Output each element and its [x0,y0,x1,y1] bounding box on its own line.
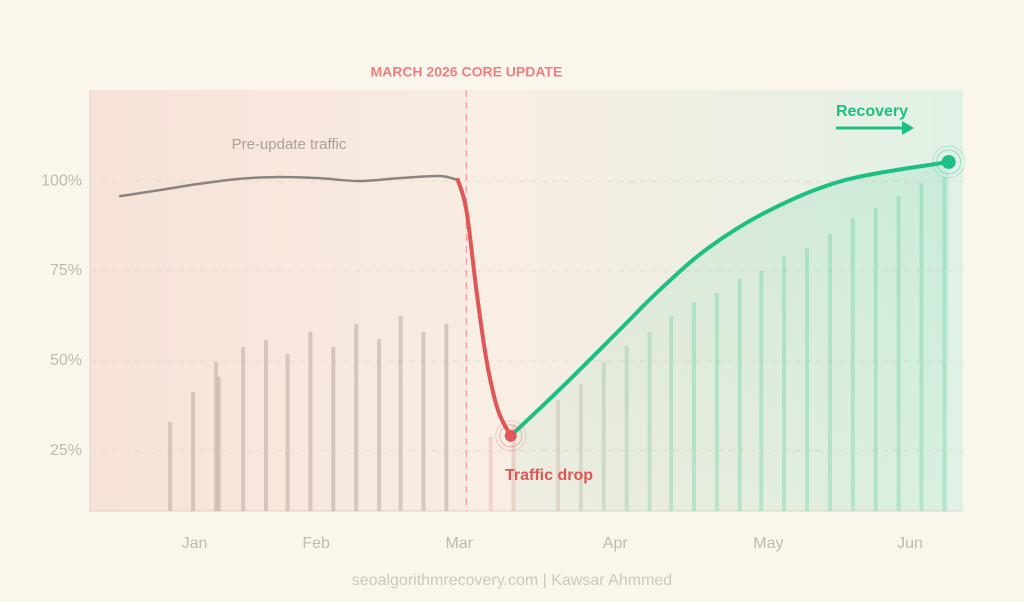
bar [354,323,359,511]
bar [398,315,403,511]
x-tick-label: Mar [445,535,473,552]
bar [421,331,426,511]
bar [331,346,336,511]
pre-zone [90,90,467,511]
point [941,154,956,169]
bar [213,362,218,511]
event-label: MARCH 2026 CORE UPDATE [370,64,562,80]
ring [936,149,962,175]
series-label: Traffic drop [505,467,593,484]
bar [191,391,196,511]
arrow-head [902,121,914,135]
x-tick-label: Feb [302,535,330,552]
x-tick-label: Jun [897,535,923,552]
x-tick-label: May [753,535,783,552]
line [118,174,460,198]
x-tick-label: Apr [603,535,629,552]
bar [168,422,173,511]
bar [264,340,269,511]
y-tick-label: 100% [41,172,82,189]
y-tick-label: 75% [50,262,82,279]
bar [444,323,449,511]
y-tick-label: 25% [50,442,82,459]
bar [216,376,221,511]
bar [377,339,382,511]
ring [495,420,527,452]
bar [488,436,493,511]
bar [308,331,313,511]
series-label: Pre-update traffic [232,136,347,153]
point [504,429,517,442]
ring [499,424,523,448]
bar [241,346,246,511]
y-tick-label: 50% [50,352,82,369]
bar [285,354,290,511]
footer: seoalgorithmrecovery.com | Kawsar Ahmmed [352,572,672,589]
ring [932,145,966,179]
x-tick-label: Jan [182,535,208,552]
line [508,159,951,438]
series-label: Recovery [836,103,908,120]
line [455,177,513,438]
recovery-area [510,161,949,511]
